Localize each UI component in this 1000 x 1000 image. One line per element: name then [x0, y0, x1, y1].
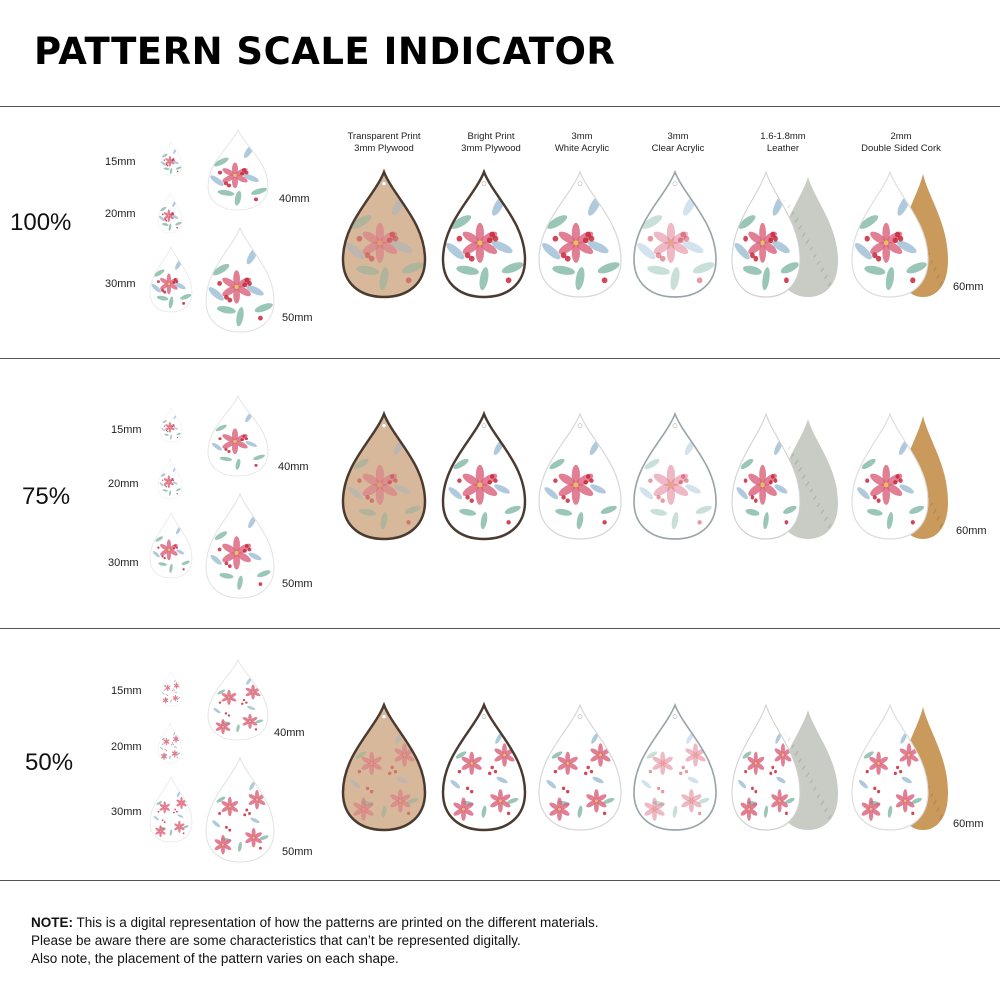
material-header-bright-plywood: Bright Print 3mm Plywood — [461, 131, 521, 154]
size-label-50: 50mm — [282, 312, 313, 324]
material-header-transparent-plywood: Transparent Print 3mm Plywood — [347, 131, 421, 154]
drop-transparent-plywood — [341, 168, 427, 299]
size-label-20: 20mm — [105, 208, 136, 220]
drop-clear-acrylic — [633, 411, 717, 540]
material-header-white-acrylic: 3mm White Acrylic — [554, 131, 610, 154]
size-label-30: 30mm — [108, 557, 139, 569]
note-prefix: NOTE: — [31, 915, 73, 930]
divider-1 — [0, 358, 1000, 359]
size-label-15: 15mm — [105, 156, 136, 168]
size-label-15: 15mm — [111, 424, 142, 436]
reference-drop-20mm — [157, 192, 183, 234]
size-label-15: 15mm — [111, 685, 142, 697]
material-header-cork: 2mm Double Sided Cork — [861, 131, 941, 154]
scale-label: 50% — [25, 749, 74, 776]
scale-label: 100% — [10, 209, 72, 236]
size-label-50: 50mm — [282, 846, 313, 858]
disclaimer-note: NOTE: This is a digital representation o… — [31, 914, 599, 968]
size-label-30: 30mm — [111, 806, 142, 818]
reference-drop-30mm — [149, 246, 193, 313]
reference-drop-40mm — [207, 394, 269, 477]
drop-white-acrylic — [538, 412, 622, 540]
reference-drop-40mm — [207, 658, 269, 741]
reference-drop-50mm — [205, 226, 275, 333]
size-label-40: 40mm — [279, 193, 310, 205]
size-label-40: 40mm — [278, 461, 309, 473]
size-label-40: 40mm — [274, 727, 305, 739]
drop-cork-front — [851, 170, 929, 298]
size-label-20: 20mm — [108, 478, 139, 490]
size-label-50: 50mm — [282, 578, 313, 590]
divider-bottom — [0, 880, 1000, 881]
reference-drop-15mm — [159, 407, 183, 443]
reference-drop-50mm — [205, 492, 275, 599]
drop-leather-front — [731, 412, 801, 540]
drop-leather-front — [731, 170, 801, 298]
drop-transparent-plywood — [341, 410, 427, 541]
reference-drop-30mm — [149, 776, 193, 843]
reference-drop-20mm — [157, 722, 183, 764]
drop-bright-plywood — [441, 701, 527, 832]
drop-clear-acrylic — [633, 702, 717, 831]
note-line-2: Please be aware there are some character… — [31, 933, 521, 948]
drop-bright-plywood — [441, 168, 527, 299]
drop-cork-front — [851, 412, 929, 540]
drop-cork-front — [851, 703, 929, 831]
size-label-30: 30mm — [105, 278, 136, 290]
reference-drop-30mm — [149, 512, 193, 579]
drop-bright-plywood — [441, 410, 527, 541]
drop-leather-front — [731, 703, 801, 831]
reference-drop-20mm — [157, 458, 183, 500]
page-title: PATTERN SCALE INDICATOR — [34, 30, 616, 73]
size-label-60: 60mm — [953, 281, 984, 293]
size-label-60: 60mm — [956, 525, 987, 537]
size-label-60: 60mm — [953, 818, 984, 830]
scale-label: 75% — [22, 483, 71, 510]
drop-clear-acrylic — [633, 169, 717, 298]
drop-white-acrylic — [538, 170, 622, 298]
reference-drop-50mm — [205, 756, 275, 863]
divider-2 — [0, 628, 1000, 629]
reference-drop-40mm — [207, 128, 269, 211]
drop-white-acrylic — [538, 703, 622, 831]
note-line-1: This is a digital representation of how … — [73, 915, 599, 930]
drop-transparent-plywood — [341, 701, 427, 832]
material-header-leather: 1.6-1.8mm Leather — [760, 131, 806, 154]
note-line-3: Also note, the placement of the pattern … — [31, 951, 399, 966]
reference-drop-15mm — [159, 141, 183, 177]
material-header-clear-acrylic: 3mm Clear Acrylic — [651, 131, 705, 154]
size-label-20: 20mm — [111, 741, 142, 753]
reference-drop-15mm — [159, 671, 183, 707]
divider-top — [0, 106, 1000, 107]
